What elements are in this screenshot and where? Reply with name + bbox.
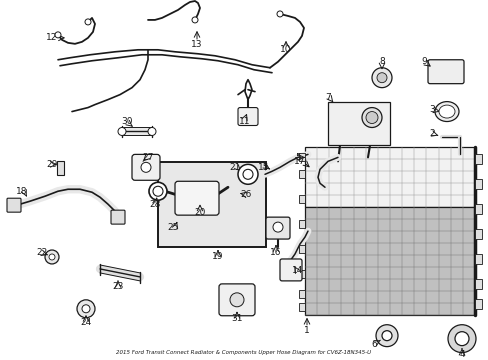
Circle shape [49, 254, 55, 260]
Text: 14: 14 [292, 266, 303, 275]
Ellipse shape [434, 102, 458, 122]
Text: 25: 25 [167, 222, 178, 231]
FancyBboxPatch shape [238, 108, 258, 126]
Bar [474, 299, 481, 309]
Circle shape [82, 305, 90, 313]
Bar [158, 162, 265, 247]
FancyBboxPatch shape [7, 198, 21, 212]
Circle shape [118, 127, 126, 135]
Text: 18: 18 [16, 187, 28, 196]
Text: 16: 16 [270, 248, 281, 257]
Circle shape [77, 300, 95, 318]
Text: 1: 1 [304, 326, 309, 335]
Bar [474, 254, 481, 264]
Text: 11: 11 [239, 117, 250, 126]
Text: 12: 12 [46, 33, 58, 42]
Text: 7: 7 [325, 93, 330, 102]
Circle shape [361, 108, 381, 127]
Bar [298, 195, 305, 203]
Text: 3: 3 [428, 105, 434, 114]
Text: 31: 31 [231, 314, 242, 323]
Bar [474, 204, 481, 214]
Text: 28: 28 [149, 200, 161, 209]
Text: 9: 9 [420, 57, 426, 66]
Circle shape [55, 32, 61, 38]
FancyBboxPatch shape [175, 181, 219, 215]
Bar [305, 147, 474, 207]
Text: 4: 4 [458, 350, 464, 359]
Text: 15: 15 [258, 163, 269, 172]
FancyBboxPatch shape [265, 217, 289, 239]
Bar [298, 170, 305, 178]
Bar [298, 153, 305, 161]
Text: 2015 Ford Transit Connect Radiator & Components Upper Hose Diagram for CV6Z-18N3: 2015 Ford Transit Connect Radiator & Com… [116, 350, 371, 355]
Circle shape [229, 293, 244, 307]
Text: 5: 5 [295, 153, 300, 162]
Circle shape [447, 325, 475, 352]
Text: 30: 30 [121, 117, 132, 126]
Text: 2: 2 [428, 129, 434, 138]
Text: 13: 13 [191, 40, 203, 49]
Circle shape [272, 222, 283, 232]
Bar [474, 179, 481, 189]
Ellipse shape [438, 105, 454, 118]
Bar [298, 303, 305, 311]
Text: 23: 23 [112, 282, 123, 291]
Circle shape [149, 182, 167, 200]
Bar [298, 290, 305, 298]
Circle shape [243, 169, 252, 179]
Circle shape [45, 250, 59, 264]
Text: 27: 27 [142, 153, 153, 162]
Circle shape [192, 17, 198, 23]
Text: 29: 29 [46, 160, 58, 169]
FancyBboxPatch shape [111, 210, 125, 224]
Text: 8: 8 [378, 57, 384, 66]
Text: 24: 24 [80, 318, 91, 327]
Circle shape [276, 11, 283, 17]
Bar [474, 229, 481, 239]
Text: 10: 10 [280, 45, 291, 54]
Text: 26: 26 [240, 190, 251, 199]
Circle shape [238, 165, 258, 184]
Text: 22: 22 [36, 248, 47, 257]
Bar [474, 279, 481, 289]
FancyBboxPatch shape [280, 259, 302, 281]
Text: 17: 17 [294, 157, 305, 166]
Bar [298, 220, 305, 228]
Bar [474, 154, 481, 165]
Bar [305, 207, 474, 315]
Circle shape [85, 19, 91, 25]
Circle shape [376, 73, 386, 83]
FancyBboxPatch shape [219, 284, 254, 316]
Text: 6: 6 [370, 340, 376, 349]
Circle shape [153, 186, 163, 196]
Circle shape [148, 127, 156, 135]
FancyBboxPatch shape [427, 60, 463, 84]
Circle shape [141, 162, 151, 172]
Bar [298, 245, 305, 253]
Bar [298, 270, 305, 278]
Circle shape [365, 112, 377, 123]
Bar [57, 161, 64, 175]
Circle shape [375, 325, 397, 347]
Circle shape [381, 331, 391, 341]
FancyBboxPatch shape [132, 154, 160, 180]
Text: 19: 19 [212, 252, 224, 261]
Circle shape [454, 332, 468, 346]
Text: 20: 20 [194, 208, 205, 217]
Bar [327, 102, 389, 145]
Text: 21: 21 [229, 163, 240, 172]
Circle shape [371, 68, 391, 87]
